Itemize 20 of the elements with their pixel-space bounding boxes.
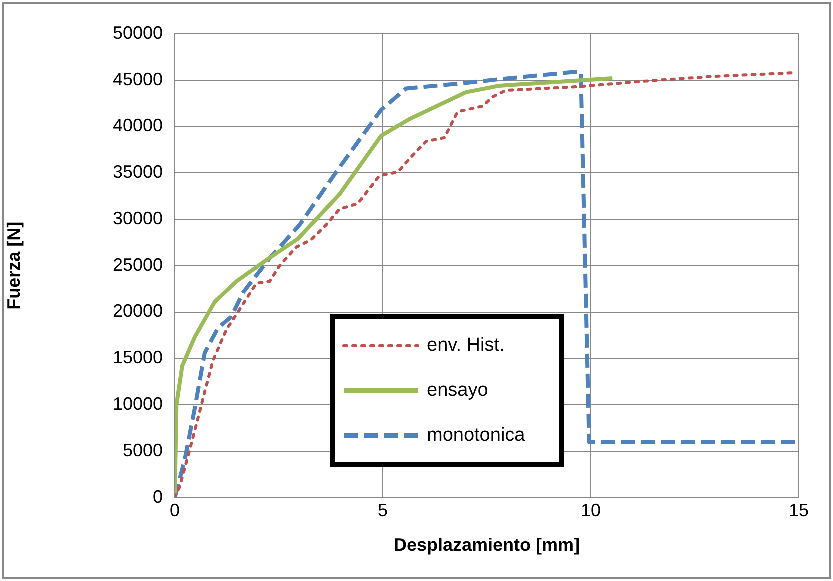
y-tick-label: 35000 (112, 162, 163, 182)
x-tick-label: 5 (378, 500, 388, 521)
y-axis-title: Fuerza [N] (4, 222, 24, 310)
y-tick-label: 20000 (112, 301, 163, 322)
x-tick-label: 10 (580, 500, 602, 521)
y-tick-label: 40000 (112, 116, 163, 136)
legend-label: env. Hist. (427, 334, 505, 356)
x-tick-label: 0 (170, 500, 180, 521)
y-tick-label: 45000 (112, 69, 163, 90)
legend-label: ensayo (427, 380, 488, 402)
y-tick-label: 15000 (112, 348, 163, 368)
y-tick-label: 10000 (112, 394, 163, 414)
y-tick-label: 0 (152, 486, 163, 507)
y-tick-label: 25000 (112, 254, 163, 275)
legend-label: monotonica (427, 424, 526, 446)
x-tick-label: 15 (788, 500, 810, 521)
y-tick-label: 50000 (112, 22, 163, 43)
y-tick-label: 30000 (112, 208, 163, 228)
x-axis-title: Desplazamiento [mm] (394, 535, 580, 556)
y-tick-label: 5000 (122, 440, 163, 460)
